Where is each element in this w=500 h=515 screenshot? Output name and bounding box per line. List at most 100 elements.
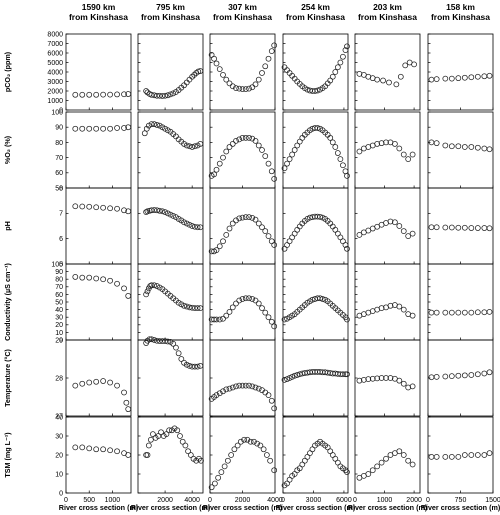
data-point bbox=[317, 214, 323, 220]
data-point bbox=[225, 457, 231, 464]
y-tick-label: 50 bbox=[55, 185, 63, 192]
data-point bbox=[233, 217, 239, 224]
data-point bbox=[213, 247, 220, 253]
y-tick-label: 29 bbox=[55, 337, 63, 344]
y-tick-label: 7000 bbox=[47, 41, 63, 48]
data-point bbox=[380, 77, 386, 84]
row-label-3: Conductivity (µS cm⁻¹) bbox=[3, 262, 12, 340]
data-point bbox=[156, 338, 163, 345]
data-point bbox=[433, 76, 440, 83]
data-point bbox=[223, 76, 230, 83]
data-point bbox=[226, 144, 233, 150]
panel-r3-c3 bbox=[281, 263, 350, 341]
y-tick-label: 100 bbox=[51, 109, 63, 116]
data-point bbox=[154, 122, 160, 128]
data-point bbox=[186, 362, 193, 369]
data-point bbox=[392, 219, 398, 226]
data-point bbox=[236, 85, 243, 92]
data-point bbox=[486, 72, 493, 79]
data-point bbox=[428, 76, 435, 83]
panel-frame bbox=[137, 33, 204, 111]
data-point bbox=[191, 71, 198, 78]
data-point bbox=[79, 274, 86, 281]
panel-r4-c5 bbox=[427, 339, 494, 417]
data-point bbox=[383, 375, 389, 381]
x-axis-label-5: River cross section (m) bbox=[421, 503, 500, 512]
data-point bbox=[229, 384, 236, 391]
data-point bbox=[194, 305, 201, 311]
data-point bbox=[226, 385, 233, 392]
data-point bbox=[271, 405, 278, 412]
data-point bbox=[474, 371, 481, 378]
data-point bbox=[291, 147, 298, 153]
panel-r3-c4 bbox=[354, 263, 421, 341]
panel-frame bbox=[65, 111, 132, 189]
column-title-2-line-1: from Kinshasa bbox=[213, 12, 272, 22]
data-point bbox=[231, 446, 238, 453]
data-point bbox=[265, 160, 272, 167]
data-point bbox=[155, 433, 162, 439]
data-point bbox=[474, 73, 481, 80]
data-point bbox=[144, 288, 151, 295]
x-tick-label: 1000 bbox=[105, 497, 121, 504]
data-point bbox=[442, 309, 449, 316]
data-point bbox=[174, 427, 181, 434]
panel-frame bbox=[65, 339, 132, 417]
data-point bbox=[194, 142, 201, 149]
x-tick-label: 2000 bbox=[406, 497, 422, 504]
panel-r4-c3 bbox=[281, 339, 350, 417]
panel-frame bbox=[282, 339, 349, 417]
data-point bbox=[448, 75, 455, 82]
x-axis-label-0: River cross section (m) bbox=[59, 503, 139, 512]
data-point bbox=[100, 446, 107, 453]
data-point bbox=[220, 71, 226, 78]
data-point bbox=[481, 73, 488, 80]
data-point bbox=[344, 172, 350, 179]
data-point bbox=[167, 211, 174, 218]
data-point bbox=[93, 378, 100, 385]
panel-r0-c1 bbox=[137, 33, 204, 111]
data-point bbox=[156, 284, 163, 291]
panel-frame bbox=[209, 339, 276, 417]
y-tick-label: 27 bbox=[55, 413, 63, 420]
data-point bbox=[145, 442, 152, 449]
data-point bbox=[356, 231, 363, 238]
x-tick-label: 2000 bbox=[235, 497, 251, 504]
x-tick-label: 1000 bbox=[377, 497, 393, 504]
panel-r3-c2 bbox=[208, 263, 278, 341]
y-tick-label: 6000 bbox=[47, 50, 63, 57]
data-point bbox=[114, 382, 120, 389]
data-point bbox=[114, 125, 120, 131]
data-point bbox=[93, 446, 100, 453]
data-point bbox=[378, 459, 385, 466]
data-point bbox=[163, 431, 170, 437]
panel-frame bbox=[427, 263, 494, 341]
x-axis-label-3: River cross section (m) bbox=[276, 503, 356, 512]
data-point bbox=[317, 295, 323, 302]
data-point bbox=[386, 79, 392, 86]
data-point bbox=[181, 302, 187, 309]
data-point bbox=[286, 156, 293, 162]
data-point bbox=[428, 374, 435, 381]
data-point bbox=[223, 312, 230, 319]
panel-r1-c1 bbox=[137, 111, 204, 189]
data-point bbox=[216, 160, 223, 167]
data-point bbox=[189, 144, 196, 150]
column-title-1-line-1: from Kinshasa bbox=[141, 12, 200, 22]
data-point bbox=[242, 134, 249, 141]
data-point bbox=[448, 224, 455, 231]
data-point bbox=[72, 91, 79, 98]
data-point bbox=[148, 282, 155, 289]
data-point bbox=[93, 204, 100, 211]
y-tick-label: 40 bbox=[55, 414, 63, 421]
data-point bbox=[183, 220, 190, 227]
y-tick-label: 5000 bbox=[47, 60, 63, 67]
data-point bbox=[177, 433, 183, 439]
data-point bbox=[246, 214, 252, 221]
data-point bbox=[255, 76, 262, 83]
data-point bbox=[229, 220, 236, 227]
data-point bbox=[474, 225, 481, 231]
data-point bbox=[233, 383, 239, 390]
y-tick-label: 90 bbox=[55, 125, 63, 132]
column-title-3-line-1: from Kinshasa bbox=[286, 12, 345, 22]
